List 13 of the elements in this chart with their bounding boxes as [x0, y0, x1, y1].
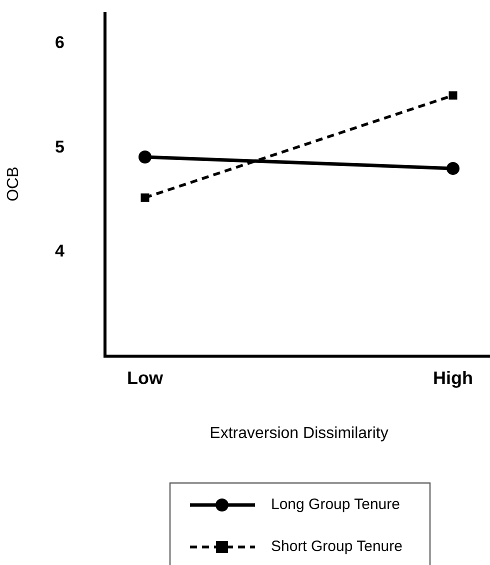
x-tick-label: High — [433, 368, 473, 388]
y-axis-title: OCB — [5, 166, 22, 202]
y-tick-label: 5 — [55, 137, 64, 156]
point — [446, 162, 460, 175]
x-axis-title: Extraversion Dissimilarity — [210, 424, 388, 442]
legend-label: Short Group Tenure — [271, 538, 402, 556]
y-tick-label: 6 — [55, 32, 64, 52]
point — [138, 150, 152, 164]
y-tick-label: 4 — [55, 242, 65, 261]
legend-label: Long Group Tenure — [271, 496, 400, 514]
point — [448, 91, 458, 100]
point — [140, 193, 150, 202]
x-tick-label: Low — [127, 368, 164, 388]
